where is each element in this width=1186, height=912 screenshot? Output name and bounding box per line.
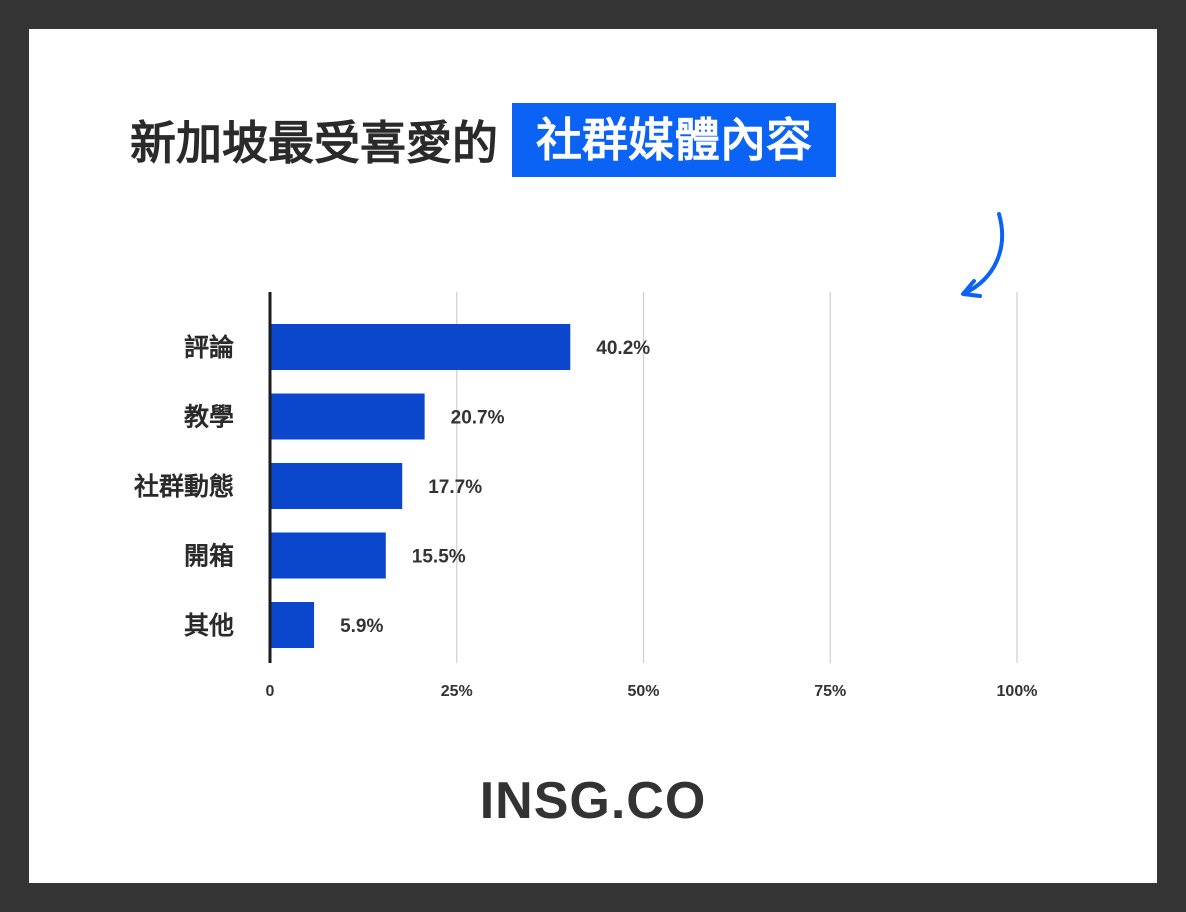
category-label: 評論 — [184, 333, 235, 362]
bar — [270, 602, 315, 648]
value-label: 20.7% — [451, 408, 505, 429]
bar — [270, 532, 386, 579]
labels: 0 25% 50% 75% 100% 評論 40.2% 教學 20.7% 社群動態 17.7% 開箱 1… — [134, 333, 1037, 700]
bar — [270, 393, 425, 440]
category-label: 教學 — [184, 403, 234, 432]
value-label: 5.9% — [340, 616, 383, 637]
bar — [270, 463, 403, 509]
title-main: 新加坡最受喜愛的 — [130, 116, 498, 170]
x-tick-label: 100% — [997, 683, 1038, 700]
infographic-card: 新加坡最受喜愛的 社群媒體內容 0 25% 50% 75% 100% 評論 40.2% 教學 2… — [29, 29, 1157, 883]
bar-chart: 0 25% 50% 75% 100% 評論 40.2% 教學 20.7% 社群動態 17.7% 開箱 1… — [134, 212, 1037, 700]
x-tick-label: 75% — [814, 683, 846, 700]
value-label: 15.5% — [412, 547, 466, 568]
bar — [270, 324, 571, 370]
x-tick-label: 25% — [441, 683, 473, 700]
category-label: 開箱 — [184, 542, 234, 571]
x-tick-label: 50% — [627, 683, 659, 700]
title-highlight: 社群媒體內容 — [512, 103, 836, 177]
value-label: 40.2% — [596, 338, 650, 359]
category-label: 其他 — [184, 611, 234, 640]
chart-title: 新加坡最受喜愛的 社群媒體內容 — [130, 103, 836, 177]
x-tick-label: 0 — [266, 683, 275, 700]
curved-arrow-icon — [961, 212, 1005, 298]
brand-logo: INSG.CO — [479, 772, 707, 830]
value-label: 17.7% — [428, 477, 482, 498]
bars — [270, 324, 571, 648]
category-label: 社群動態 — [134, 472, 234, 501]
